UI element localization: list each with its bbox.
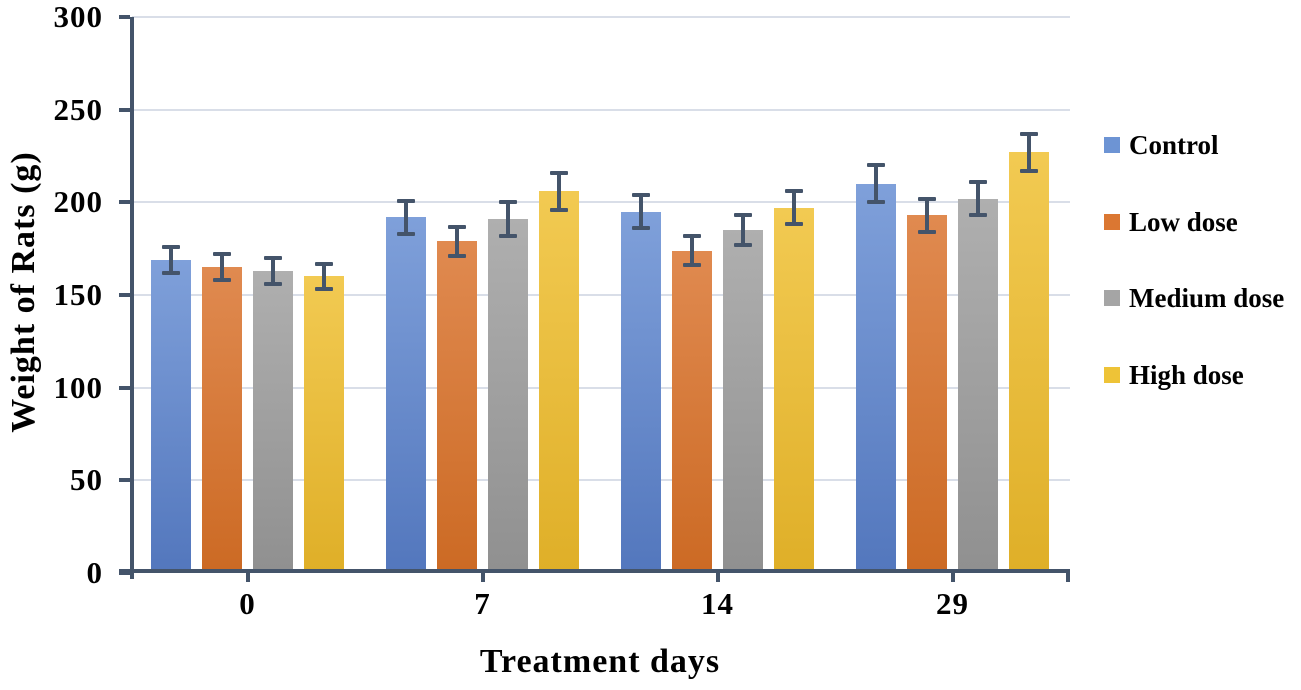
error-bar-low-dose-day14-line [690, 233, 694, 268]
error-bar-high-dose-day7-cap-top [550, 170, 568, 175]
y-axis-tick-150 [119, 293, 130, 297]
error-bar-high-dose-day29-line [1027, 131, 1031, 173]
gridline-300 [132, 16, 1070, 18]
y-axis-tick-100 [119, 385, 130, 390]
error-bar-control-day29-cap-bottom [867, 200, 885, 205]
bar-medium-dose-day7 [488, 219, 528, 571]
y-tick-label-150: 150 [53, 277, 103, 312]
error-bar-medium-dose-day7-line [506, 200, 510, 238]
bar-high-dose-day0 [304, 276, 344, 571]
gridline-100 [132, 386, 1070, 389]
error-bar-medium-dose-day14-cap-top [734, 213, 752, 218]
bar-control-day29 [856, 183, 896, 571]
bar-low-dose-day14 [672, 250, 712, 571]
bar-control-day14 [621, 211, 661, 571]
y-tick-label-0: 0 [86, 555, 103, 590]
error-bar-low-dose-day14-cap-top [683, 233, 701, 238]
error-bar-low-dose-day29-line [925, 196, 929, 234]
error-bar-medium-dose-day14-line [741, 213, 745, 247]
bar-medium-dose-day14 [723, 230, 763, 571]
error-bar-medium-dose-day0-cap-bottom [264, 281, 282, 286]
error-bar-low-dose-day0-line [220, 252, 224, 282]
x-tick-label-0: 0 [239, 586, 256, 621]
gridline-50 [132, 479, 1070, 482]
x-axis-tick-0 [245, 573, 250, 582]
error-bar-high-dose-day0-cap-bottom [315, 287, 333, 292]
error-bar-control-day0-cap-bottom [162, 270, 180, 275]
error-bar-medium-dose-day14-cap-bottom [734, 242, 752, 247]
error-bar-medium-dose-day0-line [271, 256, 275, 286]
error-bar-low-dose-day0-cap-bottom [213, 278, 231, 283]
x-axis-title: Treatment days [479, 643, 721, 680]
gridline-200 [132, 201, 1070, 204]
y-axis-tick-200 [119, 200, 130, 205]
x-tick-label-14: 14 [701, 586, 734, 621]
bar-low-dose-day7 [437, 241, 477, 571]
x-axis-tick-29 [950, 573, 955, 582]
y-tick-label-250: 250 [53, 91, 103, 127]
gridline-250 [132, 108, 1070, 111]
bar-low-dose-day0 [202, 267, 242, 571]
error-bar-control-day14-line [639, 193, 643, 231]
gridline-150 [132, 294, 1070, 296]
error-bar-control-day0-cap-top [162, 244, 180, 249]
error-bar-low-dose-day29-cap-top [918, 196, 936, 201]
error-bar-high-dose-day7-cap-bottom [550, 207, 568, 212]
bar-high-dose-day14 [774, 207, 814, 571]
error-bar-low-dose-day14-cap-bottom [683, 263, 701, 268]
bar-control-day0 [151, 259, 191, 571]
error-bar-control-day29-line [874, 163, 878, 205]
error-bar-control-day29-cap-top [867, 163, 885, 168]
error-bar-medium-dose-day29-line [976, 180, 980, 218]
x-tick-label-29: 29 [936, 586, 969, 621]
bar-medium-dose-day29 [958, 198, 998, 571]
error-bar-medium-dose-day7-cap-bottom [499, 233, 517, 238]
bar-low-dose-day29 [907, 215, 947, 571]
y-axis-tick-0 [119, 571, 130, 575]
x-axis-tick-14 [715, 573, 720, 582]
y-tick-label-50: 50 [70, 462, 103, 498]
y-axis-tick-300 [119, 15, 130, 19]
error-bar-control-day14-cap-top [632, 193, 650, 198]
error-bar-high-dose-day29-cap-bottom [1020, 168, 1038, 173]
error-bar-high-dose-day0-cap-top [315, 261, 333, 266]
error-bar-control-day7-cap-bottom [397, 231, 415, 236]
error-bar-high-dose-day7-line [557, 170, 561, 212]
bar-medium-dose-day0 [253, 270, 293, 571]
y-axis-tick-50 [119, 478, 130, 483]
y-axis-tick-250 [119, 107, 130, 112]
error-bar-medium-dose-day0-cap-top [264, 256, 282, 261]
error-bar-low-dose-day7-cap-top [448, 224, 466, 229]
y-axis-line [130, 17, 134, 579]
x-tick-label-7: 7 [474, 586, 491, 621]
error-bar-low-dose-day7-cap-bottom [448, 253, 466, 258]
y-tick-label-100: 100 [53, 369, 103, 405]
bar-high-dose-day7 [539, 191, 579, 571]
error-bar-low-dose-day7-line [455, 224, 459, 258]
error-bar-control-day7-cap-top [397, 198, 415, 203]
error-bar-low-dose-day29-cap-bottom [918, 229, 936, 234]
y-tick-label-200: 200 [53, 184, 103, 220]
error-bar-high-dose-day29-cap-top [1020, 131, 1038, 136]
error-bar-control-day7-line [404, 198, 408, 236]
error-bar-high-dose-day0-line [322, 261, 326, 292]
x-axis-end-tick [1066, 573, 1070, 582]
error-bar-control-day14-cap-bottom [632, 226, 650, 231]
x-axis-line [119, 569, 1070, 573]
bar-high-dose-day29 [1009, 152, 1049, 571]
error-bar-medium-dose-day29-cap-bottom [969, 213, 987, 218]
error-bar-high-dose-day14-cap-bottom [785, 222, 803, 227]
y-tick-label-300: 300 [53, 0, 103, 34]
bar-control-day7 [386, 217, 426, 571]
error-bar-medium-dose-day29-cap-top [969, 180, 987, 185]
error-bar-low-dose-day0-cap-top [213, 252, 231, 257]
error-bar-high-dose-day14-line [792, 189, 796, 227]
error-bar-control-day0-line [169, 244, 173, 275]
error-bar-high-dose-day14-cap-top [785, 189, 803, 194]
x-axis-tick-7 [480, 573, 485, 582]
error-bar-medium-dose-day7-cap-top [499, 200, 517, 205]
